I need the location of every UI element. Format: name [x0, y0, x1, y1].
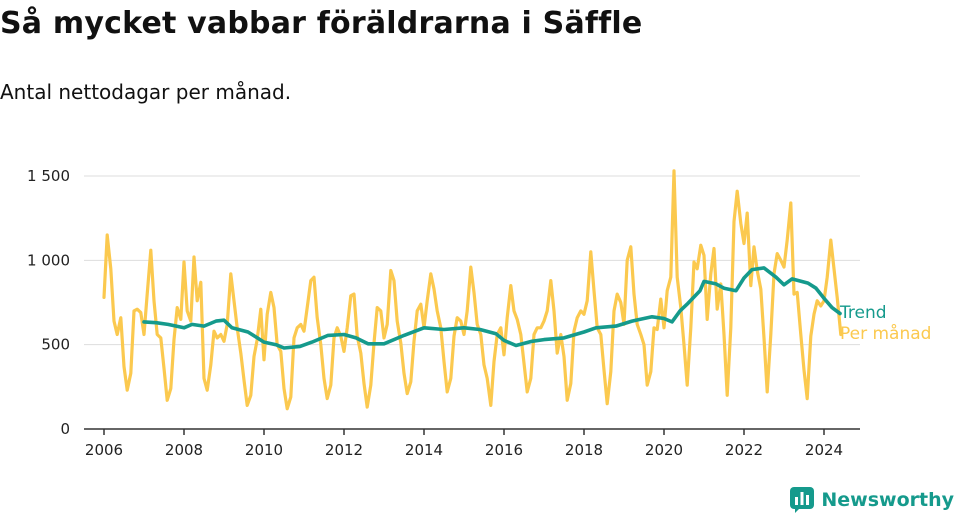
monthly-line — [102, 169, 843, 411]
legend-monthly: Per månad — [840, 323, 931, 344]
series-lines — [102, 169, 843, 411]
x-tick-label: 2014 — [405, 441, 443, 459]
x-tick-label: 2010 — [245, 441, 283, 459]
brand-name: Newsworthy — [821, 489, 954, 511]
newsworthy-icon — [790, 487, 815, 513]
legend-trend: Trend — [839, 303, 887, 323]
y-tick-label: 1 500 — [27, 167, 70, 185]
x-tick-label: 2006 — [85, 441, 123, 459]
trend-line — [142, 266, 842, 350]
chart-title: Så mycket vabbar föräldrarna i Säffle — [0, 6, 643, 41]
x-tick-label: 2016 — [485, 441, 523, 459]
y-tick-label: 500 — [41, 336, 70, 354]
y-axis-ticks: 0 500 1 000 1 500 — [27, 167, 70, 438]
x-tick-label: 2024 — [805, 441, 843, 459]
x-tick-label: 2012 — [325, 441, 363, 459]
y-gridlines — [84, 175, 860, 346]
x-tick-label: 2018 — [565, 441, 603, 459]
y-tick-label: 0 — [60, 420, 70, 438]
x-tick-label: 2022 — [725, 441, 763, 459]
newsworthy-logo: Newsworthy — [789, 486, 954, 514]
x-tick-label: 2020 — [645, 441, 683, 459]
x-axis: 2006 2008 2010 2012 2014 2016 2018 2020 2022 2024 — [84, 428, 860, 459]
chart-subtitle: Antal nettodagar per månad. — [0, 80, 292, 104]
y-tick-label: 1 000 — [27, 251, 70, 269]
x-tick-label: 2008 — [165, 441, 203, 459]
